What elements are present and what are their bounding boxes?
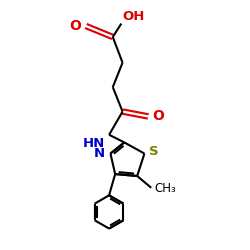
Text: HN: HN bbox=[83, 137, 106, 150]
Text: S: S bbox=[149, 145, 158, 158]
Text: CH₃: CH₃ bbox=[154, 182, 176, 196]
Text: N: N bbox=[94, 147, 105, 160]
Text: OH: OH bbox=[122, 10, 145, 23]
Text: O: O bbox=[152, 109, 164, 123]
Text: O: O bbox=[69, 19, 81, 33]
